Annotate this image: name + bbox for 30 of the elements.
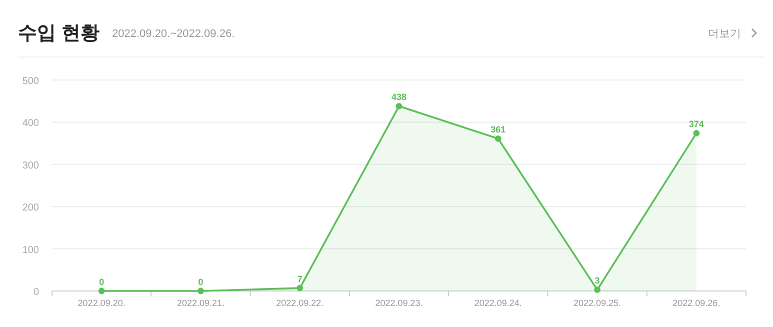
point — [396, 102, 402, 110]
x-tick-label: 2022.09.20. — [78, 298, 126, 308]
y-tick-label: 300 — [22, 160, 40, 172]
chart-subtitle: 2022.09.20.~2022.09.26. — [112, 28, 235, 40]
y-tick-label: 400 — [22, 118, 40, 130]
point — [198, 288, 204, 294]
data-label: 3 — [594, 276, 600, 286]
x-tick-label: 2022.09.25. — [574, 298, 622, 308]
x-tick-label: 2022.09.24. — [474, 298, 522, 308]
data-label: 0 — [198, 277, 204, 287]
point — [296, 284, 304, 292]
x-tick-label: 2022.09.22. — [276, 298, 324, 308]
x-tick-label: 2022.09.23. — [375, 298, 423, 308]
point — [494, 135, 502, 142]
data-label: 361 — [490, 124, 506, 135]
y-tick-label: 100 — [22, 244, 40, 256]
chart-title: 수입 현황 — [18, 23, 100, 44]
point — [594, 286, 600, 293]
data-label: 7 — [297, 274, 302, 284]
data-label: 374 — [688, 119, 704, 130]
point — [98, 288, 105, 294]
y-tick-label: 500 — [22, 76, 40, 87]
data-label: 438 — [391, 92, 407, 102]
point — [693, 130, 700, 136]
text: 더보기 — [708, 28, 741, 40]
x-tick-label: 2022.09.26. — [672, 298, 720, 308]
x-tick-label: 2022.09.21. — [176, 298, 224, 308]
y-tick-label: 200 — [22, 202, 40, 214]
data-label: 0 — [99, 277, 104, 287]
y-tick-label: 0 — [33, 287, 40, 298]
